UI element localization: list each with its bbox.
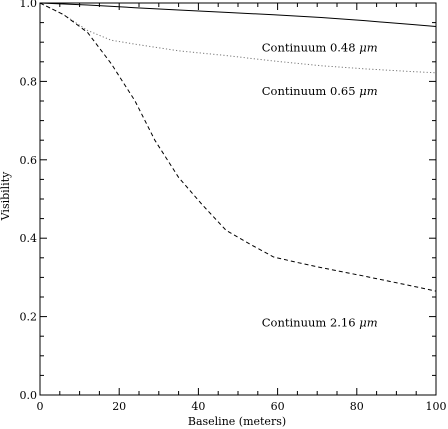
series-line-3: [39, 2, 437, 292]
y-tick-label: 0.4: [20, 232, 38, 245]
y-tick-label: 0.8: [20, 75, 38, 88]
series-line-2: [39, 2, 437, 74]
x-tick-label: 60: [271, 400, 285, 413]
y-tick-label: 1.0: [20, 0, 38, 10]
x-tick-label: 20: [112, 400, 126, 413]
series-annotation-2: Continuum 0.65 μm: [262, 84, 378, 98]
y-tick-label: 0.2: [20, 311, 38, 324]
x-tick-label: 40: [191, 400, 205, 413]
x-axis-label: Baseline (meters): [188, 415, 286, 428]
x-tick-label: 0: [37, 400, 44, 413]
series-line-1: [39, 2, 437, 28]
x-tick-label: 80: [350, 400, 364, 413]
y-tick-label: 0.6: [20, 154, 38, 167]
series-group: [39, 2, 437, 292]
plot-area: [39, 2, 437, 396]
axis-ticks: 0 20 40 60 80 100 0.0 0.2 0.4 0.6 0.8 1.0: [20, 0, 447, 413]
series-annotation-3: Continuum 2.16 μm: [262, 315, 378, 329]
axis-labels: Baseline (meters) Visibility: [0, 171, 286, 428]
plot-frame: [39, 2, 437, 396]
annotation-group: Continuum 0.48 μm Continuum 0.65 μm Contin…: [262, 41, 378, 330]
y-axis-label: Visibility: [0, 171, 12, 221]
series-annotation-1: Continuum 0.48 μm: [262, 41, 378, 55]
y-tick-label: 0.0: [20, 389, 38, 402]
x-tick-label: 100: [426, 400, 447, 413]
